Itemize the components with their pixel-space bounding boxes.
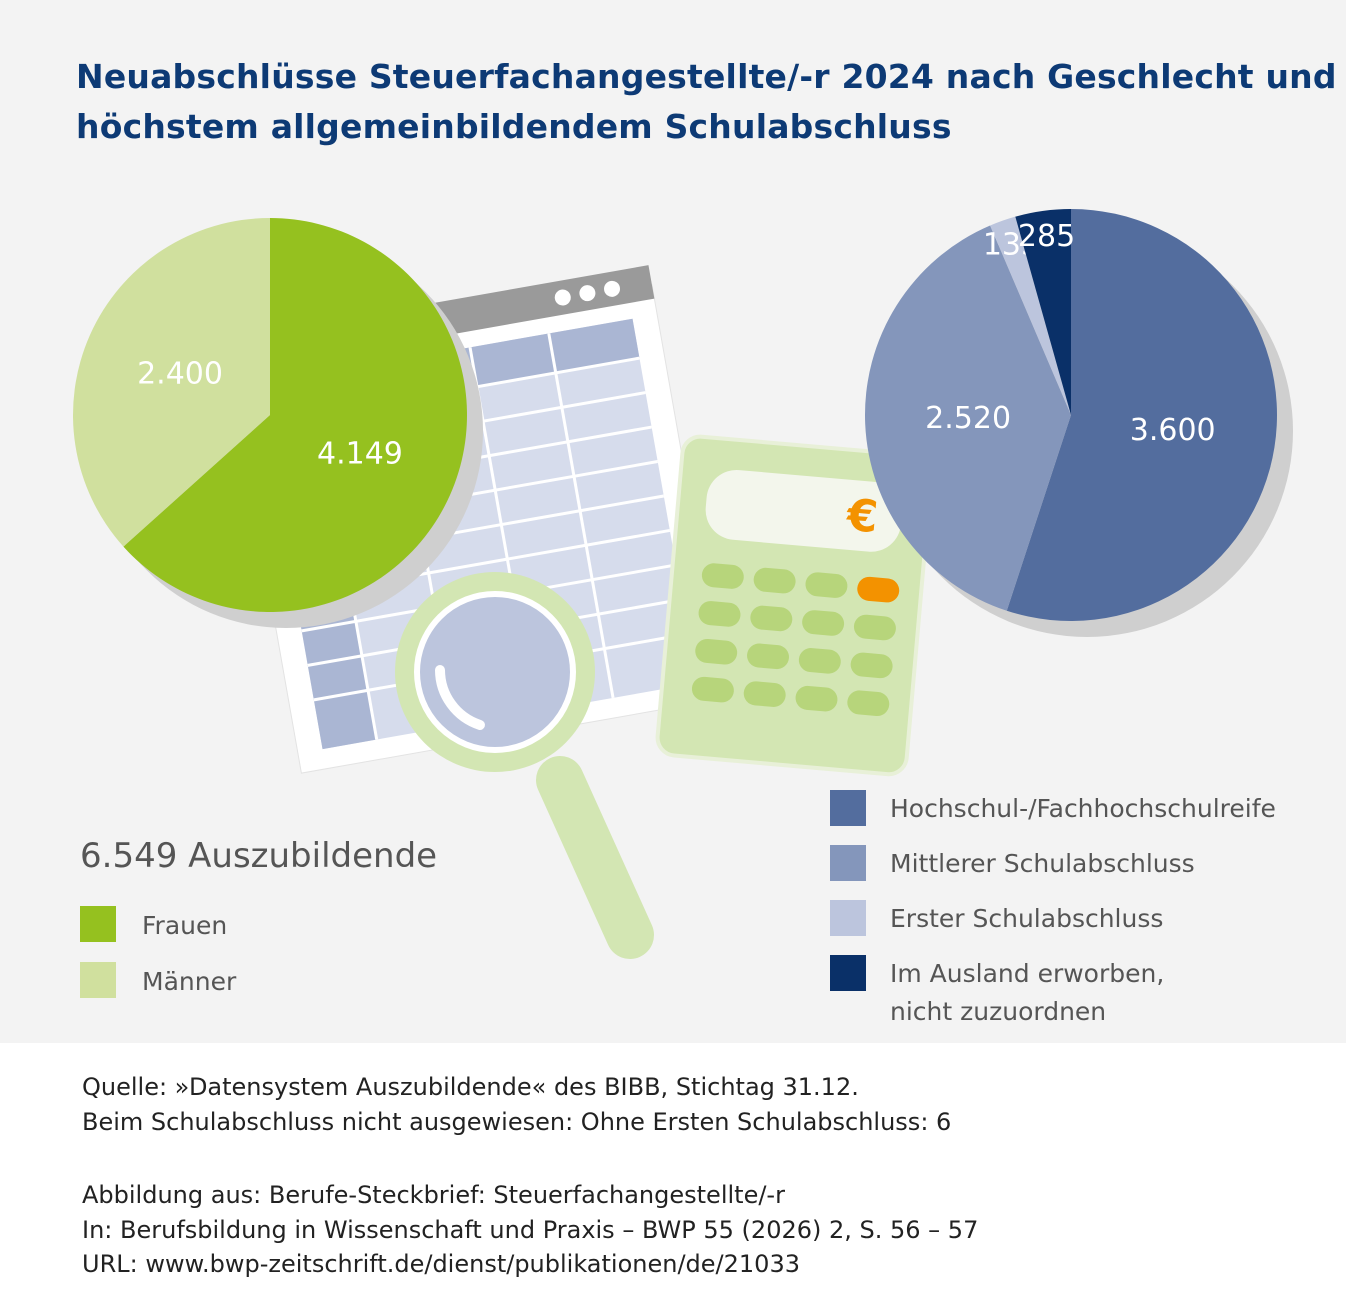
legend-swatch [830,790,866,826]
data-label: 2.400 [137,356,223,391]
data-label: 4.149 [317,437,403,472]
citation-line: URL: www.bwp-zeitschrift.de/dienst/publi… [82,1250,800,1278]
pie-slice [1006,209,1278,621]
euro-icon: € [844,490,880,544]
pie-title: 6.549 Auszubildende [80,836,438,876]
legend-item: Erster Schulabschluss [830,900,1276,938]
title: Neuabschlüsse Steuerfachangestellte/-r 2… [76,57,1337,146]
legend-swatch [830,955,866,991]
legend-item: Im Ausland erworben, nicht zuzuordnen [830,955,1276,1031]
legend: Frauen Männer [80,906,236,1018]
citation-line: In: Berufsbildung in Wissenschaft und Pr… [82,1215,979,1244]
calculator-illustration: € [655,434,934,777]
legend-label: Männer [142,967,237,996]
data-label: 285 [1018,219,1075,254]
legend-label: Erster Schulabschluss [890,904,1164,933]
legend-label: Frauen [142,911,228,940]
source-notes: Quelle: »Datensystem Auszubildende« des … [82,1070,951,1139]
legend-label: Hochschul-/Fachhochschulreife [890,794,1276,823]
citation-line: Abbildung aus: Berufe-Steckbrief: Steuer… [82,1181,785,1209]
legend-item: Frauen [80,906,236,946]
legend-item: Hochschul-/Fachhochschulreife [830,790,1276,828]
magnifier-illustration [395,572,654,959]
citation: Abbildung aus: Berufe-Steckbrief: Steuer… [82,1178,978,1282]
legend-label: Mittlerer Schulabschluss [890,849,1195,878]
legend-item: Männer [80,962,236,1002]
pie-slice [73,218,271,547]
pie-slice [1015,209,1071,415]
legend-label: Im Ausland erworben, nicht zuzuordnen [890,959,1165,1026]
legend-swatch [80,962,116,998]
legend-item: Mittlerer Schulabschluss [830,845,1276,883]
note-line: Beim Schulabschluss nicht ausgewiesen: O… [82,1107,952,1136]
note-line: Quelle: »Datensystem Auszubildende« des … [82,1073,859,1101]
pie-slice [123,218,468,612]
data-label: 2.520 [925,401,1011,436]
data-label: 3.600 [1130,413,1216,448]
legend-swatch [80,906,116,942]
legend-swatch [830,900,866,936]
legend: Hochschul-/Fachhochschulreife Mittlerer S… [830,790,1276,1048]
pie-slice [865,225,1071,611]
legend-swatch [830,845,866,881]
pie-slice [990,216,1071,415]
